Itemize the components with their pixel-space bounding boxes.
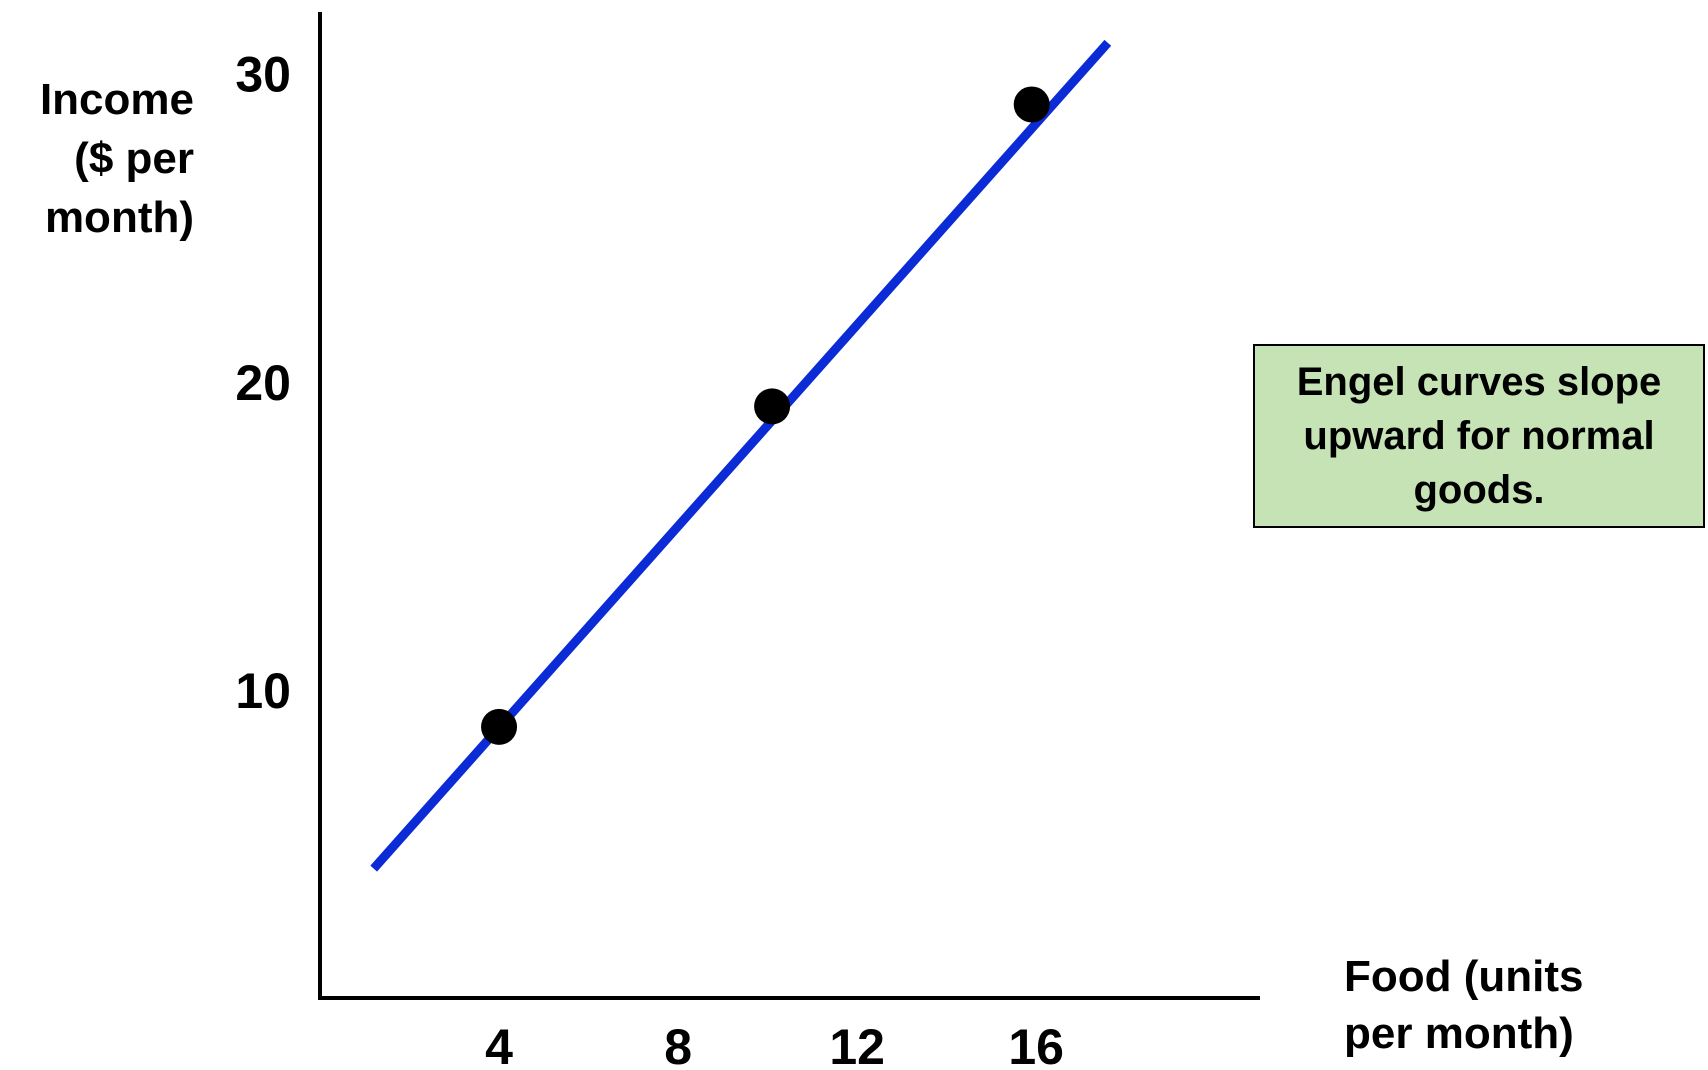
annotation-box: Engel curves slope upward for normal goo… [1253,344,1705,528]
y-tick-label: 20 [235,355,291,411]
y-tick-label: 30 [235,47,291,103]
y-axis-label-line: Income [39,75,194,124]
data-point [481,708,518,745]
x-axis-label-line: per month) [1344,1009,1574,1058]
tick-labels: 4 8 12 16 10 20 30 [235,47,1064,1070]
y-axis-label-line: month) [44,193,194,242]
axes [318,12,1260,1000]
data-point [1013,86,1050,123]
series-layer [370,39,1112,872]
x-axis-label-line: Food (units [1344,952,1584,1001]
x-tick-label: 12 [829,1019,885,1070]
x-tick-label: 16 [1008,1019,1064,1070]
engel-curve-line [370,39,1112,872]
data-point [754,388,791,425]
x-axis-label: Food (units per month) [1344,948,1644,1062]
annotation-text: Engel curves slope upward for normal goo… [1296,360,1662,512]
x-tick-label: 8 [664,1019,692,1070]
y-axis-label-line: ($ per [74,134,194,183]
x-tick-label: 4 [485,1019,513,1070]
y-axis-label: Income ($ per month) [0,70,194,247]
y-tick-label: 10 [235,663,291,719]
